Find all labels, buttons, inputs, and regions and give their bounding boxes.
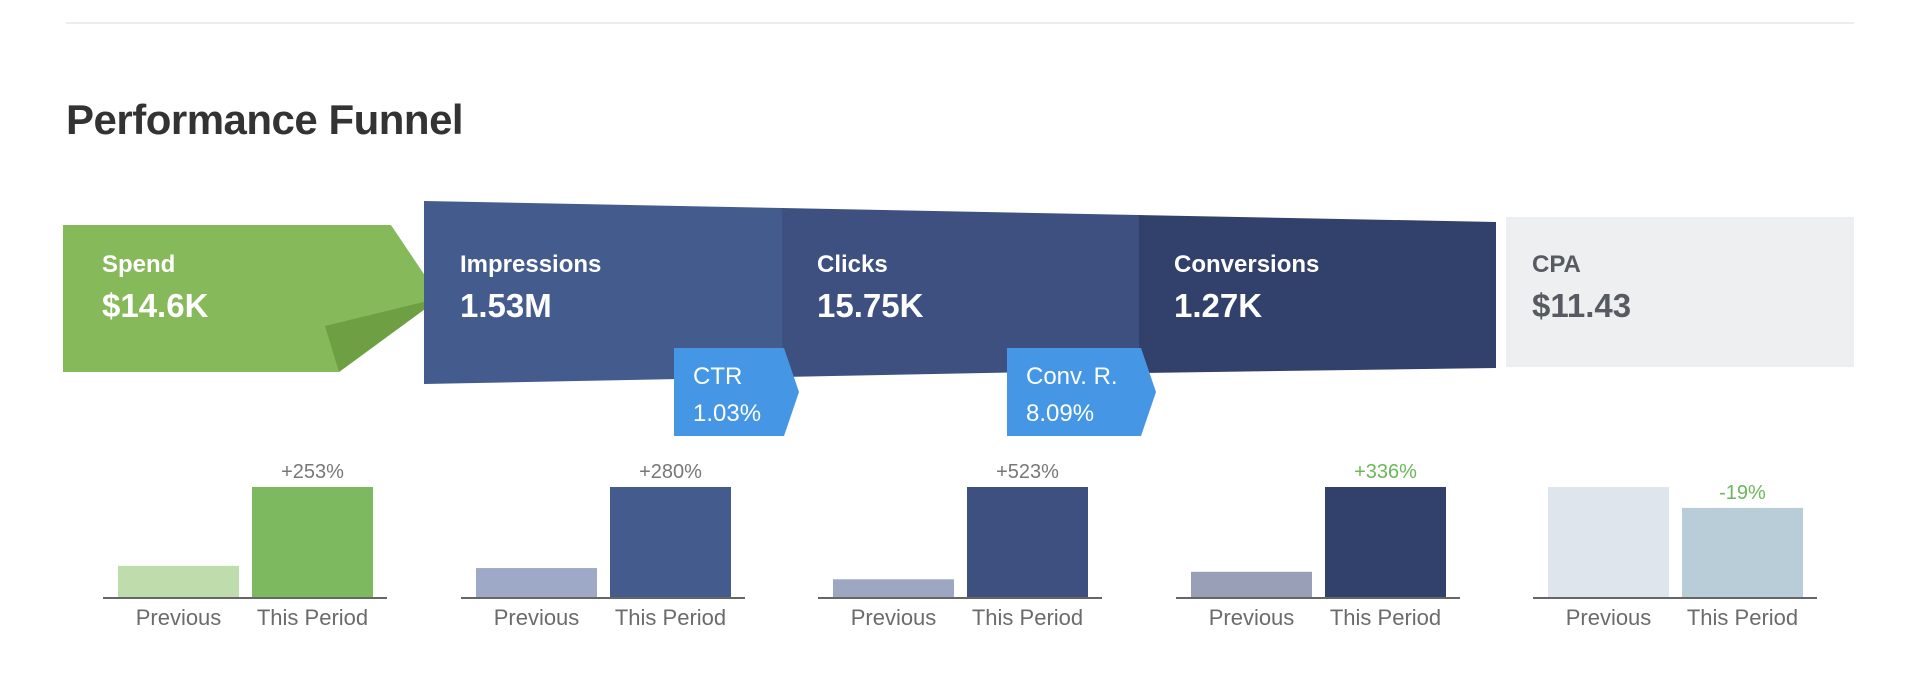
page-title: Performance Funnel <box>66 96 464 143</box>
spend-previous-tick-label: Previous <box>136 605 222 630</box>
clicks-this-period-bar <box>967 487 1088 597</box>
clicks-comparison-chart: Previous This Period +523% <box>818 461 1102 630</box>
clicks-stage-shape <box>782 208 1139 377</box>
spend-stage-fold <box>325 298 440 372</box>
cpa-value: $11.43 <box>1532 287 1632 324</box>
clicks-change-label: +523% <box>996 461 1059 483</box>
impressions-label: Impressions <box>460 251 602 278</box>
conversions-this-period-tick-label: This Period <box>1330 605 1441 630</box>
spend-this-period-tick-label: This Period <box>257 605 368 630</box>
conv-rate-label: Conv. R. <box>1026 363 1118 390</box>
cpa-previous-tick-label: Previous <box>1566 605 1652 630</box>
funnel-graphic <box>63 201 1854 436</box>
spend-change-label: +253% <box>281 461 344 483</box>
ctr-value: 1.03% <box>693 400 762 427</box>
impressions-this-period-tick-label: This Period <box>615 605 726 630</box>
impressions-value: 1.53M <box>460 287 552 324</box>
cpa-change-label: -19% <box>1719 482 1766 504</box>
ctr-tag-shape <box>674 348 799 436</box>
cpa-previous-bar <box>1548 487 1669 597</box>
cpa-this-period-bar <box>1682 507 1803 597</box>
impressions-comparison-chart: Previous This Period +280% <box>461 461 745 630</box>
spend-axis-baseline <box>103 597 387 599</box>
conversions-value: 1.27K <box>1174 287 1263 324</box>
impressions-previous-tick-label: Previous <box>494 605 580 630</box>
impressions-change-label: +280% <box>639 461 702 483</box>
conversions-comparison-chart: Previous This Period +336% <box>1176 461 1460 630</box>
conversions-previous-bar <box>1191 571 1312 597</box>
clicks-previous-tick-label: Previous <box>851 605 937 630</box>
impressions-stage-shape <box>424 201 782 384</box>
top-divider <box>66 22 1854 24</box>
cpa-comparison-chart: Previous This Period -19% <box>1533 482 1817 630</box>
conv-rate-value: 8.09% <box>1026 400 1095 427</box>
spend-label: Spend <box>102 251 176 278</box>
conversions-stage-shape <box>1139 215 1496 373</box>
cpa-axis-baseline <box>1533 597 1817 599</box>
cpa-this-period-tick-label: This Period <box>1687 605 1798 630</box>
comparison-charts: Previous This Period +253% Previous This Per… <box>103 461 1817 630</box>
conv-rate-tag-shape <box>1007 348 1156 436</box>
conversions-previous-tick-label: Previous <box>1209 605 1295 630</box>
conversions-this-period-bar <box>1325 487 1446 597</box>
impressions-previous-bar <box>476 568 597 597</box>
spend-comparison-chart: Previous This Period +253% <box>103 461 387 630</box>
impressions-axis-baseline <box>461 597 745 599</box>
clicks-this-period-tick-label: This Period <box>972 605 1083 630</box>
cpa-label: CPA <box>1532 251 1581 278</box>
conversions-axis-baseline <box>1176 597 1460 599</box>
clicks-label: Clicks <box>817 251 888 278</box>
conversions-change-label: +336% <box>1354 461 1417 483</box>
conversions-label: Conversions <box>1174 251 1320 278</box>
spend-value: $14.6K <box>102 287 209 324</box>
ctr-label: CTR <box>693 363 743 390</box>
clicks-axis-baseline <box>818 597 1102 599</box>
spend-previous-bar <box>118 565 239 597</box>
impressions-this-period-bar <box>610 487 731 597</box>
clicks-previous-bar <box>833 579 954 597</box>
spend-this-period-bar <box>252 487 373 597</box>
clicks-value: 15.75K <box>817 287 924 324</box>
cpa-stage-shape <box>1506 217 1854 367</box>
